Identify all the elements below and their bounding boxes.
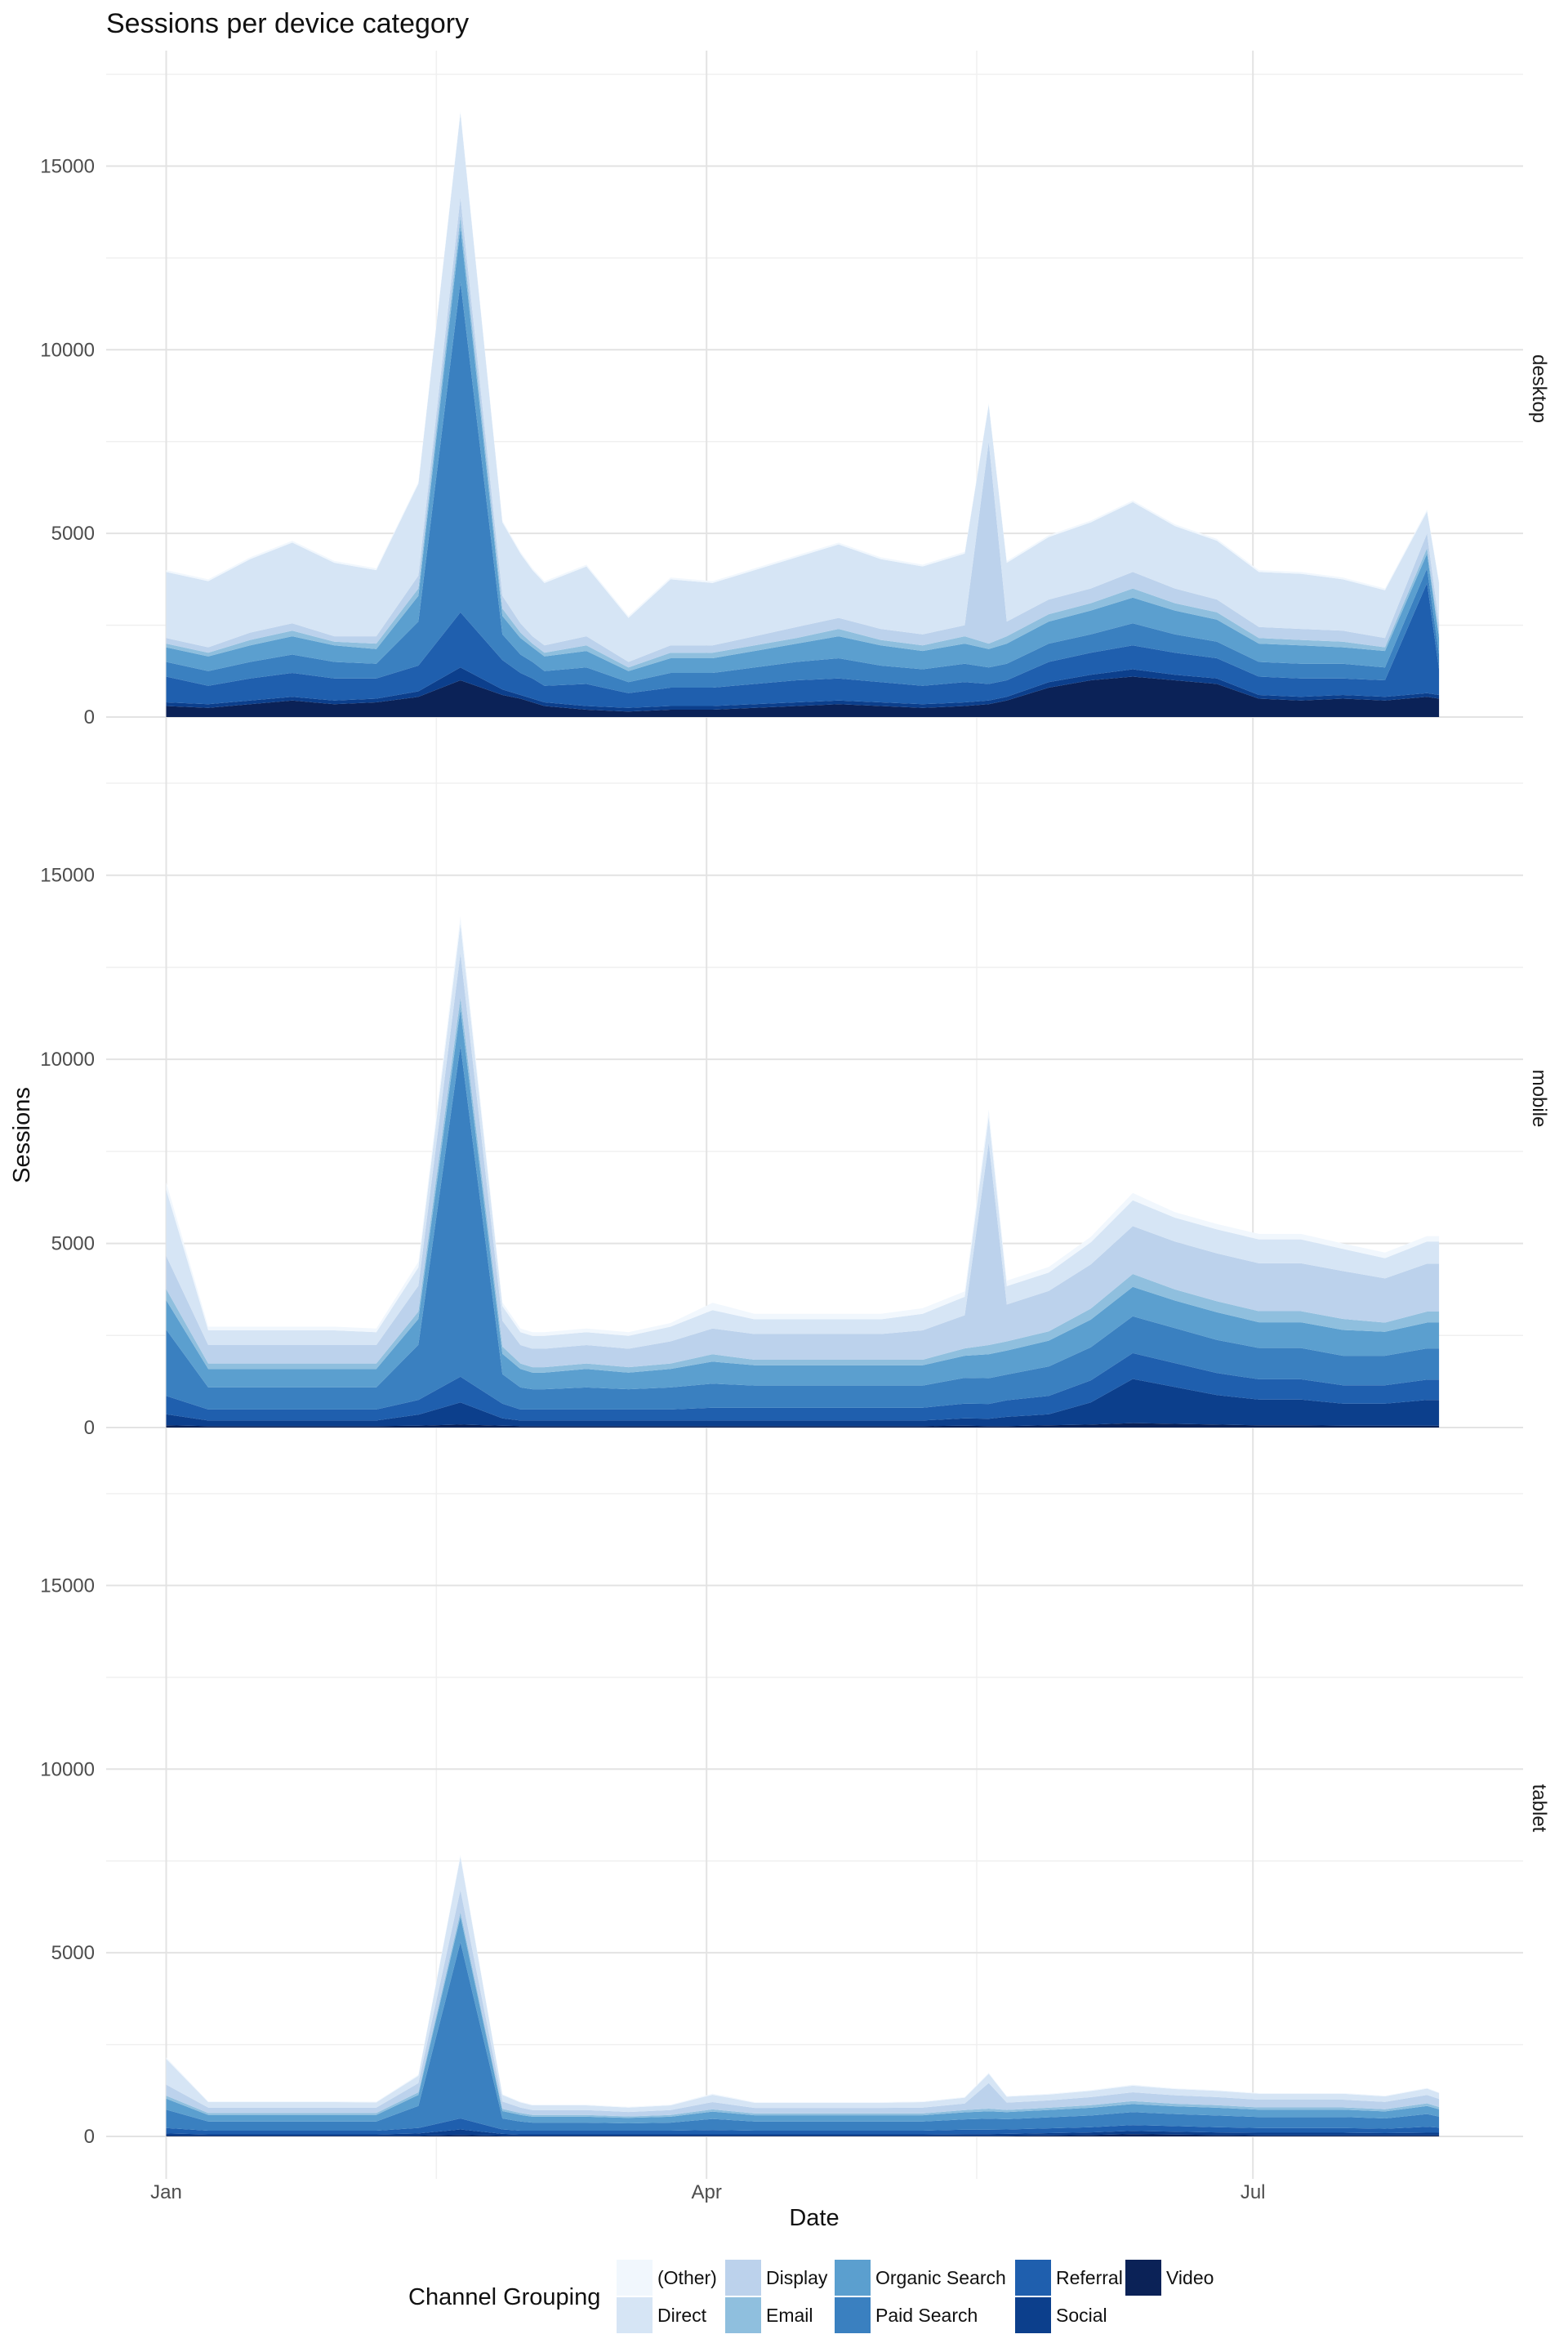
y-tick-label: 15000 bbox=[40, 155, 95, 177]
legend-swatch bbox=[835, 2260, 871, 2296]
y-tick-label: 10000 bbox=[40, 339, 95, 361]
legend-label: Paid Search bbox=[875, 2305, 978, 2326]
area-desktop-referral bbox=[166, 582, 1440, 708]
legend-swatch bbox=[1015, 2297, 1051, 2333]
y-tick-label: 10000 bbox=[40, 1758, 95, 1780]
area-desktop-video bbox=[166, 676, 1440, 717]
x-axis: Jan Apr Jul bbox=[150, 2181, 1265, 2203]
legend-label: Email bbox=[766, 2305, 813, 2326]
y-tick-label: 0 bbox=[84, 2126, 95, 2148]
x-tick-label: Apr bbox=[691, 2181, 721, 2203]
area-mobile-video bbox=[166, 1423, 1440, 1428]
legend-swatch bbox=[725, 2297, 761, 2333]
area-tablet-email bbox=[166, 1912, 1440, 2118]
legend-item: Email bbox=[725, 2297, 813, 2333]
legend-entries: (Other) Direct Display Email Organic Search P… bbox=[617, 2260, 1214, 2333]
legend-title: Channel Grouping bbox=[408, 2284, 600, 2310]
area-desktop-paid-search bbox=[166, 282, 1440, 693]
y-tick-label: 0 bbox=[84, 1417, 95, 1439]
area-mobile-display bbox=[166, 953, 1440, 1368]
x-tick-label: Jan bbox=[150, 2181, 182, 2203]
facet-panels: 0 5000 10000 15000 desktop 0 5000 10000 15000 mob… bbox=[40, 51, 1550, 2179]
legend-swatch bbox=[617, 2297, 653, 2333]
legend-label: Organic Search bbox=[875, 2267, 1006, 2288]
y-tick-label: 5000 bbox=[51, 523, 95, 545]
y-tick-label: 15000 bbox=[40, 1575, 95, 1597]
area-desktop-direct bbox=[166, 113, 1440, 662]
legend: Channel Grouping (Other) Direct Display Ema… bbox=[408, 2260, 1214, 2333]
legend-label: (Other) bbox=[657, 2267, 717, 2288]
legend-swatch bbox=[1125, 2260, 1161, 2296]
legend-item: (Other) bbox=[617, 2260, 717, 2296]
legend-label: Direct bbox=[657, 2305, 707, 2326]
facet-strip-label: tablet bbox=[1528, 1784, 1550, 1833]
facet-panel-mobile: 0 5000 10000 15000 mobile bbox=[40, 760, 1550, 1470]
legend-item: Social bbox=[1015, 2297, 1107, 2333]
legend-label: Video bbox=[1166, 2267, 1214, 2288]
area-desktop-other bbox=[166, 111, 1440, 618]
area-tablet-referral bbox=[166, 2118, 1440, 2135]
y-axis-title: Sessions bbox=[9, 1087, 35, 1183]
area-tablet-social bbox=[166, 2129, 1440, 2136]
legend-label: Referral bbox=[1056, 2267, 1123, 2288]
legend-item: Video bbox=[1125, 2260, 1214, 2296]
facet-strip-label: mobile bbox=[1528, 1070, 1550, 1128]
legend-label: Display bbox=[766, 2267, 828, 2288]
area-tablet-direct bbox=[166, 1856, 1440, 2113]
legend-label: Social bbox=[1056, 2305, 1107, 2326]
legend-swatch bbox=[617, 2260, 653, 2296]
legend-swatch bbox=[835, 2297, 871, 2333]
area-tablet-other bbox=[166, 1855, 1440, 2108]
legend-item: Paid Search bbox=[835, 2297, 978, 2333]
area-tablet-paid-search bbox=[166, 1942, 1440, 2131]
area-mobile-referral bbox=[166, 1352, 1440, 1421]
area-tablet-display bbox=[166, 1890, 1440, 2117]
y-tick-label: 15000 bbox=[40, 865, 95, 887]
legend-swatch bbox=[725, 2260, 761, 2296]
area-mobile-paid-search bbox=[166, 1045, 1440, 1410]
y-tick-label: 5000 bbox=[51, 1233, 95, 1255]
legend-item: Direct bbox=[617, 2297, 707, 2333]
area-tablet-video bbox=[166, 2134, 1440, 2136]
legend-swatch bbox=[1015, 2260, 1051, 2296]
legend-item: Display bbox=[725, 2260, 828, 2296]
facet-panel-desktop: 0 5000 10000 15000 desktop bbox=[40, 51, 1550, 760]
x-axis-title: Date bbox=[789, 2205, 839, 2231]
area-mobile-social bbox=[166, 1379, 1440, 1427]
legend-item: Referral bbox=[1015, 2260, 1123, 2296]
area-desktop-organic-search bbox=[166, 226, 1440, 683]
y-tick-label: 0 bbox=[84, 706, 95, 728]
chart-title: Sessions per device category bbox=[106, 8, 469, 39]
area-desktop-social bbox=[166, 667, 1440, 712]
y-tick-label: 10000 bbox=[40, 1049, 95, 1071]
facet-strip-label: desktop bbox=[1528, 354, 1550, 423]
facet-panel-tablet: 0 5000 10000 15000 tablet bbox=[40, 1470, 1550, 2179]
x-tick-label: Jul bbox=[1241, 2181, 1266, 2203]
y-tick-label: 5000 bbox=[51, 1942, 95, 1964]
legend-item: Organic Search bbox=[835, 2260, 1006, 2296]
